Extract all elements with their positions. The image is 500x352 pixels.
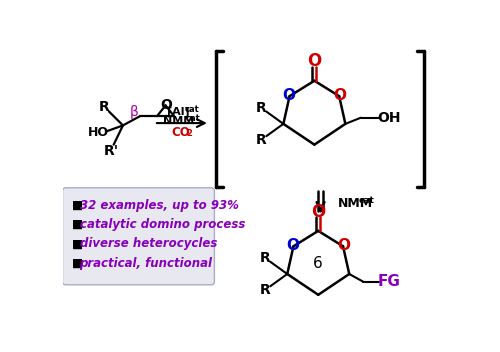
Text: ■: ■ — [72, 257, 83, 270]
Text: R: R — [256, 133, 266, 147]
Text: 2: 2 — [186, 130, 192, 138]
Text: O: O — [307, 52, 322, 70]
Text: O: O — [311, 203, 326, 221]
Text: ■: ■ — [72, 199, 83, 212]
Text: NMM: NMM — [338, 197, 373, 210]
Text: 32 examples, up to 93%: 32 examples, up to 93% — [80, 199, 238, 212]
Text: R: R — [260, 283, 270, 297]
Text: R: R — [99, 100, 110, 114]
Text: 6: 6 — [314, 257, 323, 271]
Text: O: O — [160, 98, 172, 112]
Text: catalytic domino process: catalytic domino process — [80, 218, 245, 231]
Text: β: β — [130, 105, 138, 119]
Text: FG: FG — [378, 274, 401, 289]
Text: CO: CO — [171, 126, 190, 139]
Text: ■: ■ — [72, 218, 83, 231]
Text: practical, functional: practical, functional — [80, 257, 212, 270]
Text: cat: cat — [186, 114, 200, 123]
Text: O: O — [282, 88, 296, 103]
Text: O: O — [286, 238, 299, 253]
Text: R: R — [256, 101, 266, 115]
Text: OH: OH — [377, 111, 400, 125]
Text: ■: ■ — [72, 238, 83, 251]
Text: O: O — [334, 88, 346, 103]
Text: R': R' — [104, 144, 119, 158]
Text: cat: cat — [358, 196, 374, 205]
Text: HO: HO — [88, 126, 108, 139]
Text: diverse heterocycles: diverse heterocycles — [80, 238, 217, 251]
Text: R: R — [260, 251, 270, 265]
Text: [Al]: [Al] — [168, 106, 190, 117]
Text: O: O — [338, 238, 350, 253]
FancyBboxPatch shape — [62, 188, 214, 285]
Text: cat: cat — [184, 105, 200, 114]
Text: NMM: NMM — [163, 116, 194, 126]
